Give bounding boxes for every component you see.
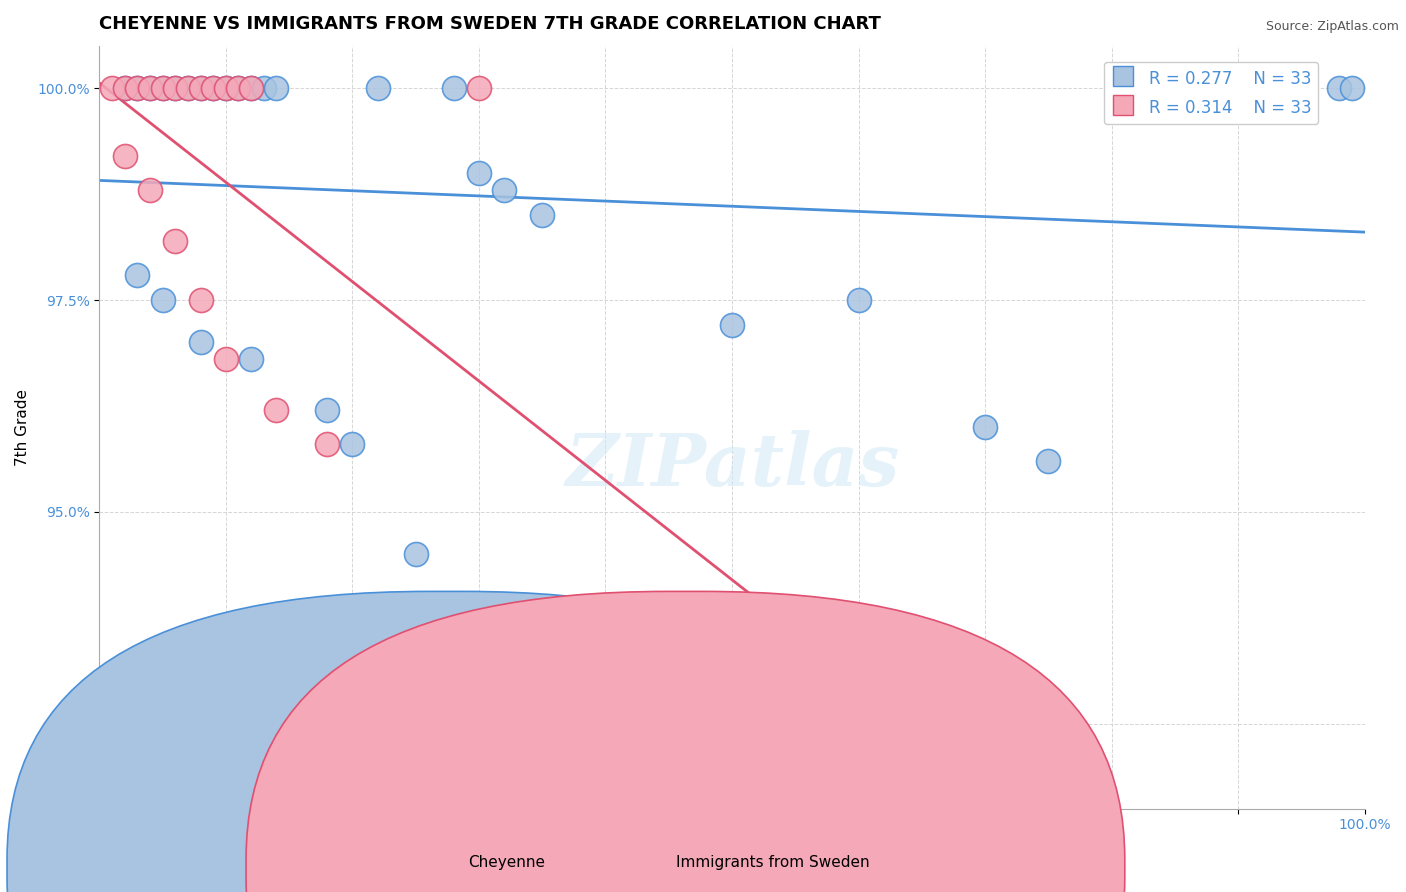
Point xyxy=(215,81,238,95)
Point xyxy=(468,166,491,180)
Point xyxy=(253,81,276,95)
Point xyxy=(152,293,174,307)
Point xyxy=(127,81,149,95)
Point xyxy=(139,183,162,197)
Text: Immigrants from Sweden: Immigrants from Sweden xyxy=(676,855,870,870)
Point xyxy=(228,81,250,95)
Legend: R = 0.277    N = 33, R = 0.314    N = 33: R = 0.277 N = 33, R = 0.314 N = 33 xyxy=(1104,62,1319,124)
Point xyxy=(848,293,870,307)
Point xyxy=(1341,81,1364,95)
Point xyxy=(177,81,200,95)
Point xyxy=(1038,454,1060,468)
Point xyxy=(152,81,174,95)
Point xyxy=(202,81,225,95)
Point xyxy=(101,81,124,95)
Point xyxy=(177,81,200,95)
Point xyxy=(240,81,263,95)
Point xyxy=(190,335,212,350)
Point xyxy=(405,547,427,561)
Point xyxy=(190,81,212,95)
Point xyxy=(152,81,174,95)
Point xyxy=(468,81,491,95)
Point xyxy=(494,183,516,197)
Point xyxy=(114,81,136,95)
Point xyxy=(228,81,250,95)
Point xyxy=(114,81,136,95)
Point xyxy=(190,293,212,307)
Point xyxy=(316,403,339,417)
Point xyxy=(127,268,149,282)
Point xyxy=(266,81,288,95)
Point xyxy=(342,437,364,451)
Point xyxy=(1126,81,1149,95)
Point xyxy=(240,81,263,95)
Point xyxy=(165,234,187,248)
Point xyxy=(165,81,187,95)
Point xyxy=(139,81,162,95)
Point xyxy=(721,318,744,333)
Text: ZIPatlas: ZIPatlas xyxy=(565,430,898,500)
Point xyxy=(266,403,288,417)
Point xyxy=(215,352,238,367)
Y-axis label: 7th Grade: 7th Grade xyxy=(15,389,30,466)
Point xyxy=(443,81,465,95)
Point xyxy=(114,149,136,163)
Point xyxy=(974,420,997,434)
Point xyxy=(139,81,162,95)
Point xyxy=(240,352,263,367)
Text: Cheyenne: Cheyenne xyxy=(468,855,544,870)
Point xyxy=(1329,81,1351,95)
Point xyxy=(215,81,238,95)
Point xyxy=(165,81,187,95)
Text: Source: ZipAtlas.com: Source: ZipAtlas.com xyxy=(1265,20,1399,33)
Point xyxy=(721,674,744,689)
Point xyxy=(202,81,225,95)
Point xyxy=(1152,81,1174,95)
Point xyxy=(531,208,554,222)
Text: CHEYENNE VS IMMIGRANTS FROM SWEDEN 7TH GRADE CORRELATION CHART: CHEYENNE VS IMMIGRANTS FROM SWEDEN 7TH G… xyxy=(100,15,882,33)
Point xyxy=(367,81,389,95)
Point xyxy=(127,81,149,95)
Point xyxy=(190,81,212,95)
Point xyxy=(316,437,339,451)
